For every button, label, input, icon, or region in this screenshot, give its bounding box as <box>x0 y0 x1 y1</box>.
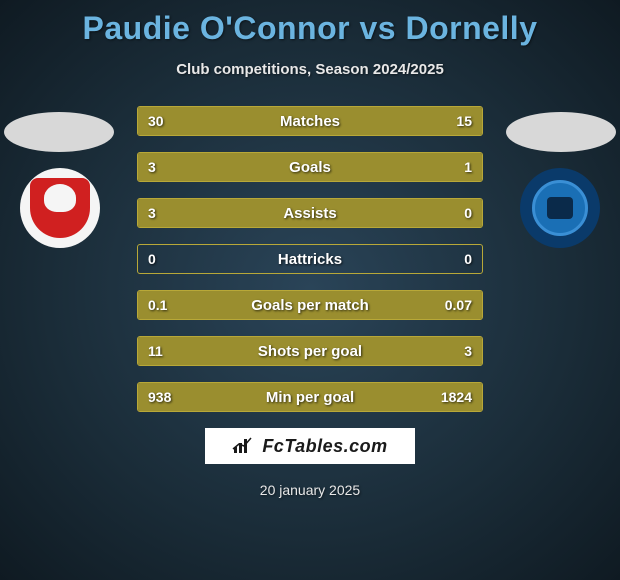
stat-row: 3Goals1 <box>137 152 483 182</box>
stat-label: Hattricks <box>188 251 432 268</box>
page-subtitle: Club competitions, Season 2024/2025 <box>0 61 620 78</box>
footer-date: 20 january 2025 <box>0 482 620 498</box>
chart-icon <box>232 437 254 455</box>
stat-row: 938Min per goal1824 <box>137 382 483 412</box>
club-crest-icon <box>532 180 588 236</box>
stat-value-left: 3 <box>138 159 188 175</box>
stat-value-right: 0.07 <box>432 297 482 313</box>
stat-value-left: 3 <box>138 205 188 221</box>
stat-value-left: 0 <box>138 251 188 267</box>
stat-label: Min per goal <box>188 389 432 406</box>
stat-value-right: 0 <box>432 205 482 221</box>
page-title: Paudie O'Connor vs Dornelly <box>0 0 620 47</box>
stat-label: Goals per match <box>188 297 432 314</box>
brand-text: FcTables.com <box>262 436 387 457</box>
club-badge-right <box>520 168 600 248</box>
club-crest-icon <box>30 178 90 238</box>
comparison-panel: 30Matches153Goals13Assists00Hattricks00.… <box>0 106 620 498</box>
brand-badge: FcTables.com <box>205 428 415 464</box>
stat-value-left: 938 <box>138 389 188 405</box>
stat-row: 0.1Goals per match0.07 <box>137 290 483 320</box>
stat-label: Shots per goal <box>188 343 432 360</box>
stat-value-left: 30 <box>138 113 188 129</box>
stat-row: 0Hattricks0 <box>137 244 483 274</box>
stat-value-left: 0.1 <box>138 297 188 313</box>
stat-label: Matches <box>188 113 432 130</box>
stats-list: 30Matches153Goals13Assists00Hattricks00.… <box>137 106 483 412</box>
stat-value-right: 15 <box>432 113 482 129</box>
stat-label: Assists <box>188 205 432 222</box>
stat-value-left: 11 <box>138 343 188 359</box>
stat-label: Goals <box>188 159 432 176</box>
stat-value-right: 0 <box>432 251 482 267</box>
stat-row: 3Assists0 <box>137 198 483 228</box>
player-photo-left <box>4 112 114 152</box>
stat-row: 30Matches15 <box>137 106 483 136</box>
player-photo-right <box>506 112 616 152</box>
stat-value-right: 1824 <box>432 389 482 405</box>
club-badge-left <box>20 168 100 248</box>
stat-value-right: 3 <box>432 343 482 359</box>
stat-value-right: 1 <box>432 159 482 175</box>
stat-row: 11Shots per goal3 <box>137 336 483 366</box>
